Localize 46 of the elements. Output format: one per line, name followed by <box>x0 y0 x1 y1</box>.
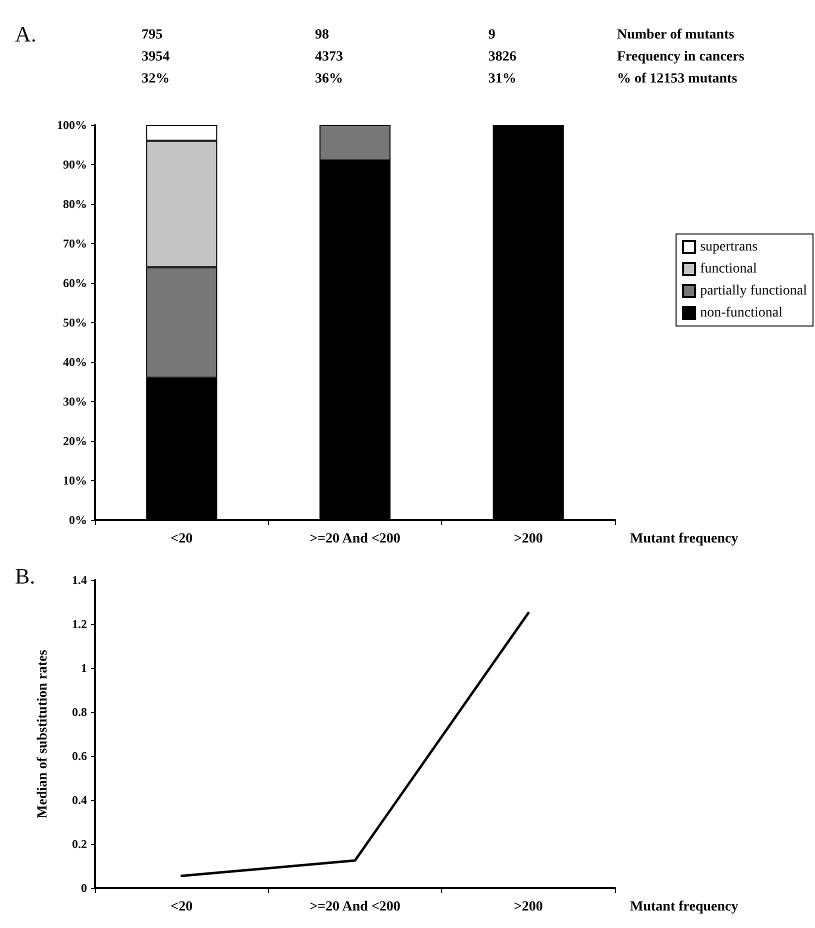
text: 31% <box>488 72 516 86</box>
y-tick-label: 0% <box>69 513 87 527</box>
legend-label: partially functional <box>700 284 808 298</box>
chart-title: B. <box>15 564 36 588</box>
x-tick-label: >=20 And <200 <box>310 900 400 914</box>
text: 795 <box>142 28 163 42</box>
y-tick-label: 70% <box>63 236 87 250</box>
x-tick-label: >200 <box>514 900 543 914</box>
y-tick-label: 0.4 <box>72 793 87 807</box>
text: 32% <box>142 72 170 86</box>
y-tick-label: 80% <box>63 197 87 211</box>
y-tick-label: 20% <box>63 434 87 448</box>
x-axis-title: Mutant frequency <box>630 900 738 914</box>
y-tick-label: 0.2 <box>72 837 87 851</box>
chart-title: A. <box>15 22 36 46</box>
text: Frequency in cancers <box>617 50 745 64</box>
text: Number of mutants <box>617 28 735 42</box>
y-tick-label: 10% <box>63 474 87 488</box>
x-tick-label: >=20 And <200 <box>310 532 400 546</box>
y-tick-label: 0.8 <box>72 705 87 719</box>
y-tick-label: 1 <box>81 661 87 675</box>
y-tick-label: 1.4 <box>72 573 87 587</box>
y-tick-label: 50% <box>63 316 87 330</box>
legend-label: supertrans <box>700 240 758 254</box>
y-tick-label: 60% <box>63 276 87 290</box>
x-tick-label: <20 <box>170 900 193 914</box>
text: 9 <box>488 28 496 42</box>
y-tick-label: 1.2 <box>72 617 87 631</box>
y-tick-label: 0 <box>81 881 87 895</box>
legend-label: functional <box>700 262 757 276</box>
text: % of 12153 mutants <box>617 72 738 86</box>
x-tick-label: >200 <box>514 532 543 546</box>
text: 3954 <box>142 50 170 64</box>
text: 4373 <box>315 50 343 64</box>
x-tick-label: <20 <box>170 532 193 546</box>
x-axis-title: Mutant frequency <box>630 532 738 546</box>
y-tick-label: 0.6 <box>72 749 87 763</box>
y-axis-title: Median of substitution rates <box>36 649 50 818</box>
text: 36% <box>315 72 343 86</box>
y-tick-label: 90% <box>63 158 87 172</box>
y-tick-label: 100% <box>57 118 87 132</box>
text: 98 <box>315 28 329 42</box>
y-tick-label: 40% <box>63 355 87 369</box>
legend-label: non-functional <box>700 306 783 320</box>
text: 3826 <box>488 50 516 64</box>
y-tick-label: 30% <box>63 394 87 408</box>
